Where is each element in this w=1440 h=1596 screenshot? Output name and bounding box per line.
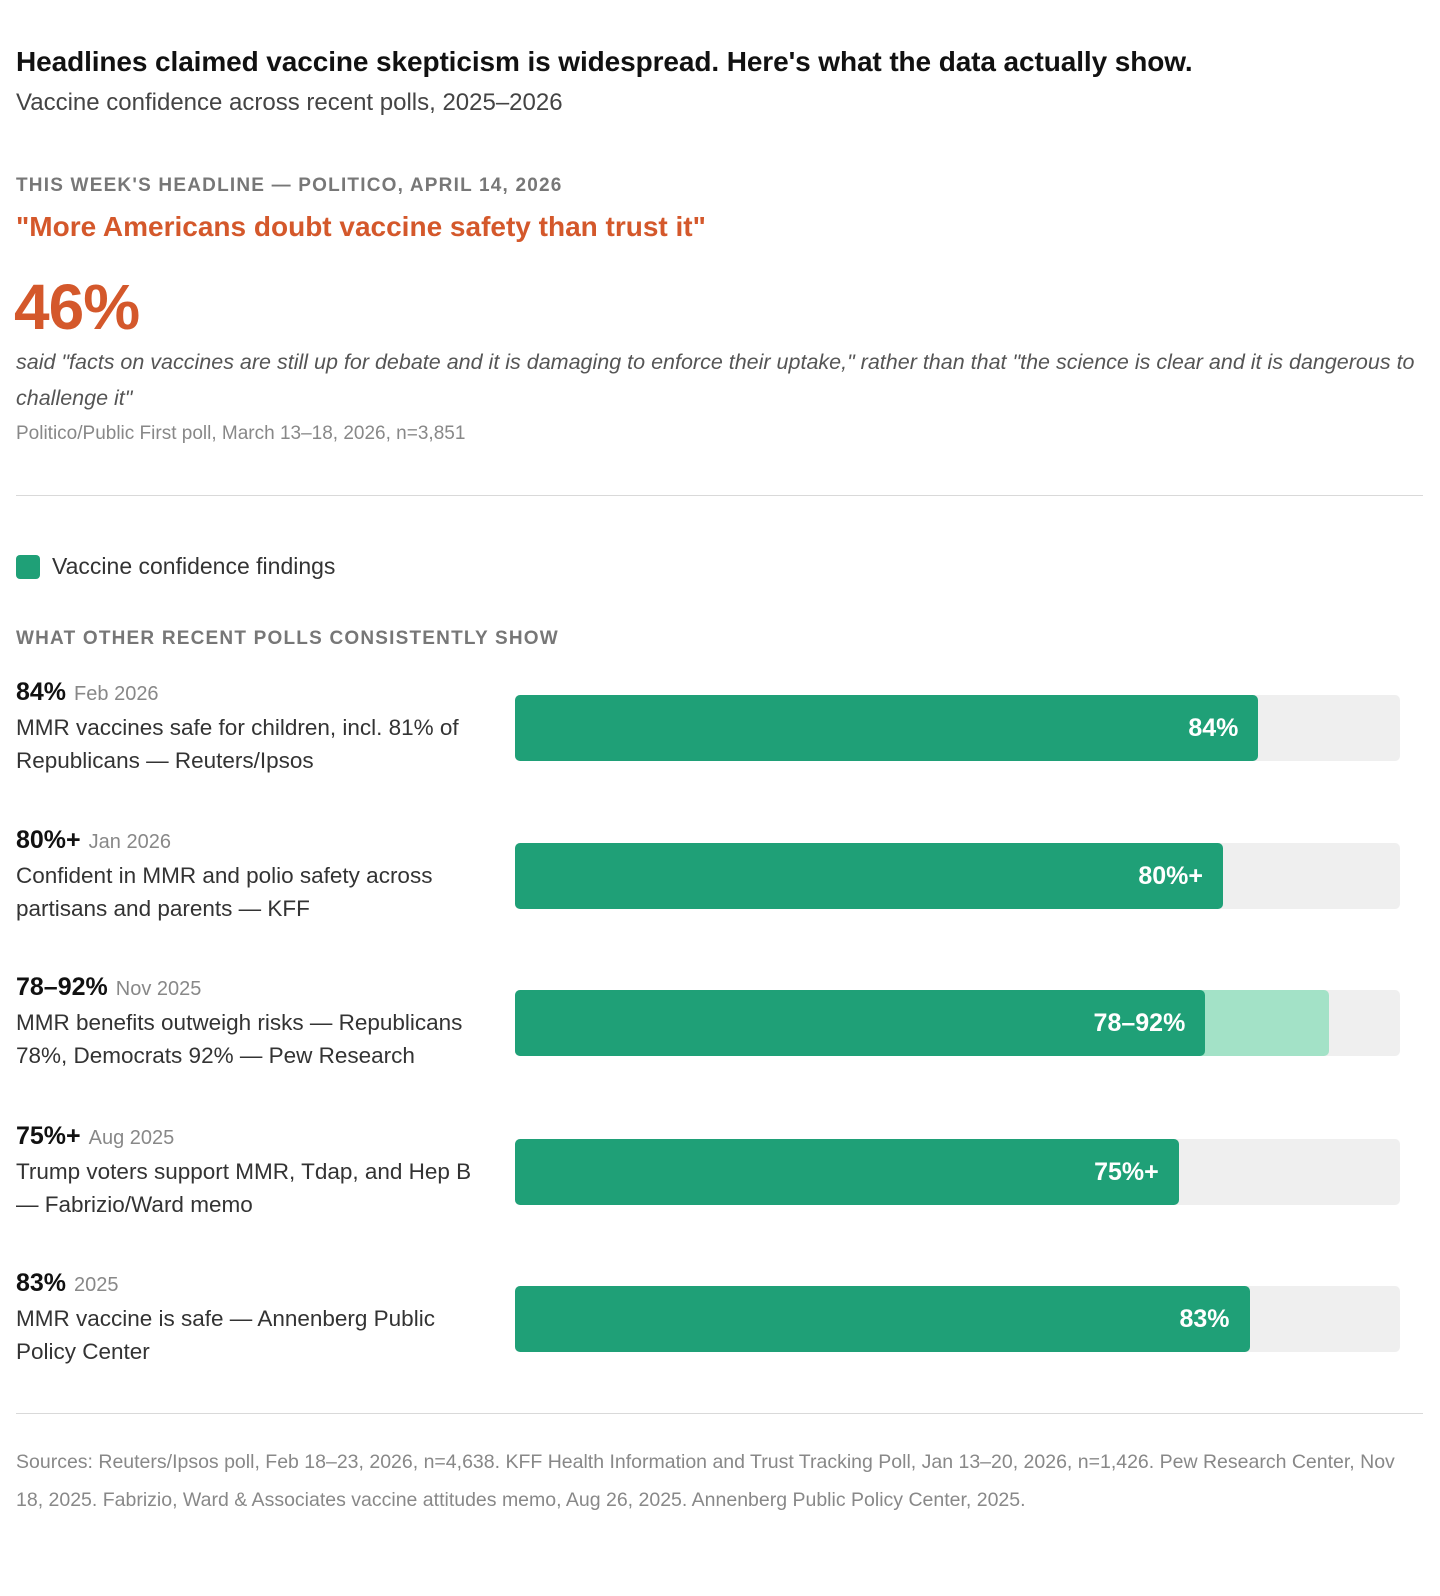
headline-description: said "facts on vaccines are still up for… [16,350,1415,410]
bar-value-label: 78–92% [1093,1009,1186,1037]
headline-poll-source: Politico/Public First poll, March 13–18,… [16,423,466,444]
bar-row-description: Confident in MMR and polio safety across… [16,863,433,921]
bar-row-date: Nov 2025 [115,978,202,1000]
bar-row: 78–92% Nov 2025 MMR benefits outweigh risk… [16,973,1423,1083]
bar-row-value: 84% [16,678,67,706]
bar-row-label: 83% 2025 MMR vaccine is safe — Annenberg P… [16,1269,496,1368]
bar-row-label: 78–92% Nov 2025 MMR benefits outweigh risk… [16,973,496,1072]
bar-row-head: 75%+ Aug 2025 [16,1122,496,1151]
bar-row-value: 78–92% [16,973,108,1001]
bar-fill [515,1286,1250,1352]
bar-row-value: 80%+ [16,826,81,854]
bar-row-label: 84% Feb 2026 MMR vaccines safe for childre… [16,678,496,777]
section-heading: WHAT OTHER RECENT POLLS CONSISTENTLY SHO… [16,628,559,649]
bar-track: 78–92% [515,990,1400,1056]
chart-legend: Vaccine confidence findings [16,553,335,580]
bar-row-head: 84% Feb 2026 [16,678,496,707]
bar-row-description: Trump voters support MMR, Tdap, and Hep … [16,1159,472,1217]
bar-row-date: Jan 2026 [88,831,171,853]
bar-fill [515,843,1223,909]
bar-value-label: 80%+ [1138,862,1203,890]
headline-quote: "More Americans doubt vaccine safety tha… [16,211,706,242]
bar-row-date: Feb 2026 [74,683,159,705]
legend-swatch [16,554,40,579]
divider-top [16,495,1423,496]
chart-title: Headlines claimed vaccine skepticism is … [16,46,1193,77]
bar-row: 75%+ Aug 2025 Trump voters support MMR, Td… [16,1122,1423,1232]
bar-value-label: 83% [1179,1305,1230,1333]
bar-row-head: 80%+ Jan 2026 [16,826,496,855]
bar-fill [515,1139,1179,1205]
bar-row: 83% 2025 MMR vaccine is safe — Annenberg P… [16,1269,1423,1379]
bar-row-date: Aug 2025 [88,1127,175,1149]
chart-subtitle: Vaccine confidence across recent polls, … [16,89,563,116]
bar-row-description: MMR vaccines safe for children, incl. 81… [16,715,459,773]
bar-track: 83% [515,1286,1400,1352]
bar-row-head: 83% 2025 [16,1269,496,1298]
headline-kicker: THIS WEEK'S HEADLINE — POLITICO, APRIL 1… [16,175,563,196]
bar-row-head: 78–92% Nov 2025 [16,973,496,1002]
bar-row-label: 80%+ Jan 2026 Confident in MMR and polio s… [16,826,496,925]
sources-note: Sources: Reuters/Ipsos poll, Feb 18–23, … [16,1451,1395,1511]
bar-track: 80%+ [515,843,1400,909]
bar-row: 80%+ Jan 2026 Confident in MMR and polio s… [16,826,1423,936]
bar-track: 75%+ [515,1139,1400,1205]
bar-value-label: 75%+ [1094,1158,1159,1186]
bar-fill [515,695,1259,761]
divider-bottom [16,1413,1423,1414]
bar-track: 84% [515,695,1400,761]
bar-value-label: 84% [1188,714,1239,742]
bar-fill [515,990,1206,1056]
bar-row: 84% Feb 2026 MMR vaccines safe for childre… [16,678,1423,788]
bar-row-value: 83% [16,1269,67,1297]
bar-row-description: MMR vaccine is safe — Annenberg Public P… [16,1306,435,1364]
bar-row-description: MMR benefits outweigh risks — Republican… [16,1010,463,1068]
bar-row-date: 2025 [74,1274,119,1296]
headline-big-number: 46% [14,271,140,343]
legend-label: Vaccine confidence findings [52,553,336,579]
bar-row-value: 75%+ [16,1122,81,1150]
bar-row-label: 75%+ Aug 2025 Trump voters support MMR, Td… [16,1122,496,1221]
